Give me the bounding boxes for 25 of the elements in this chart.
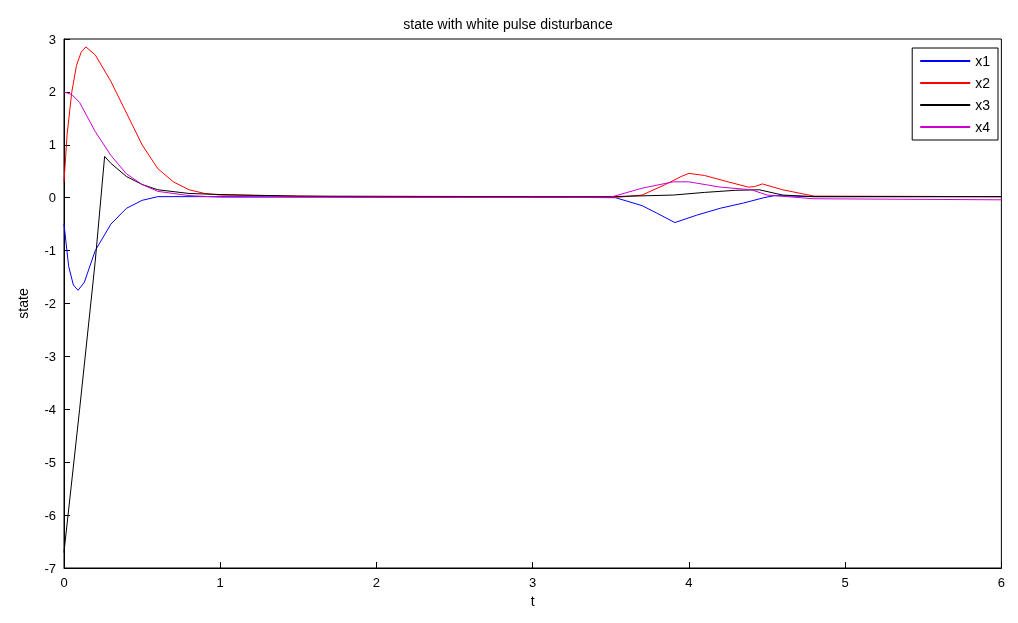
- x-tick-label: 1: [216, 575, 224, 590]
- y-tick-label: -5: [44, 454, 56, 470]
- x-tick-label: 5: [841, 575, 849, 590]
- y-tick-label: 0: [48, 190, 56, 206]
- y-tick-label: 1: [48, 137, 56, 153]
- x-tick-label: 4: [685, 575, 693, 590]
- y-tick-label: -3: [44, 348, 56, 364]
- y-tick-label: -6: [44, 507, 56, 523]
- x-tick-label: 2: [372, 575, 381, 590]
- y-tick-label: 2: [48, 84, 56, 100]
- y-tick-label: -2: [44, 296, 56, 311]
- y-axis-title: state: [15, 288, 31, 319]
- x-tick-label: 3: [529, 575, 537, 590]
- legend-label: x4: [975, 119, 991, 135]
- x-axis-title: t: [530, 592, 535, 609]
- y-tick-label: -7: [44, 560, 56, 576]
- y-tick-label: 3: [48, 31, 56, 47]
- legend-label: x3: [975, 97, 991, 113]
- legend-label: x1: [975, 53, 991, 69]
- x-tick-label: 0: [60, 575, 68, 590]
- legend-label: x2: [975, 75, 991, 91]
- x-tick-label: 6: [997, 575, 1005, 590]
- y-tick-label: -1: [44, 243, 56, 259]
- chart-title: state with white pulse disturbance: [403, 16, 613, 32]
- y-tick-label: -4: [44, 401, 56, 417]
